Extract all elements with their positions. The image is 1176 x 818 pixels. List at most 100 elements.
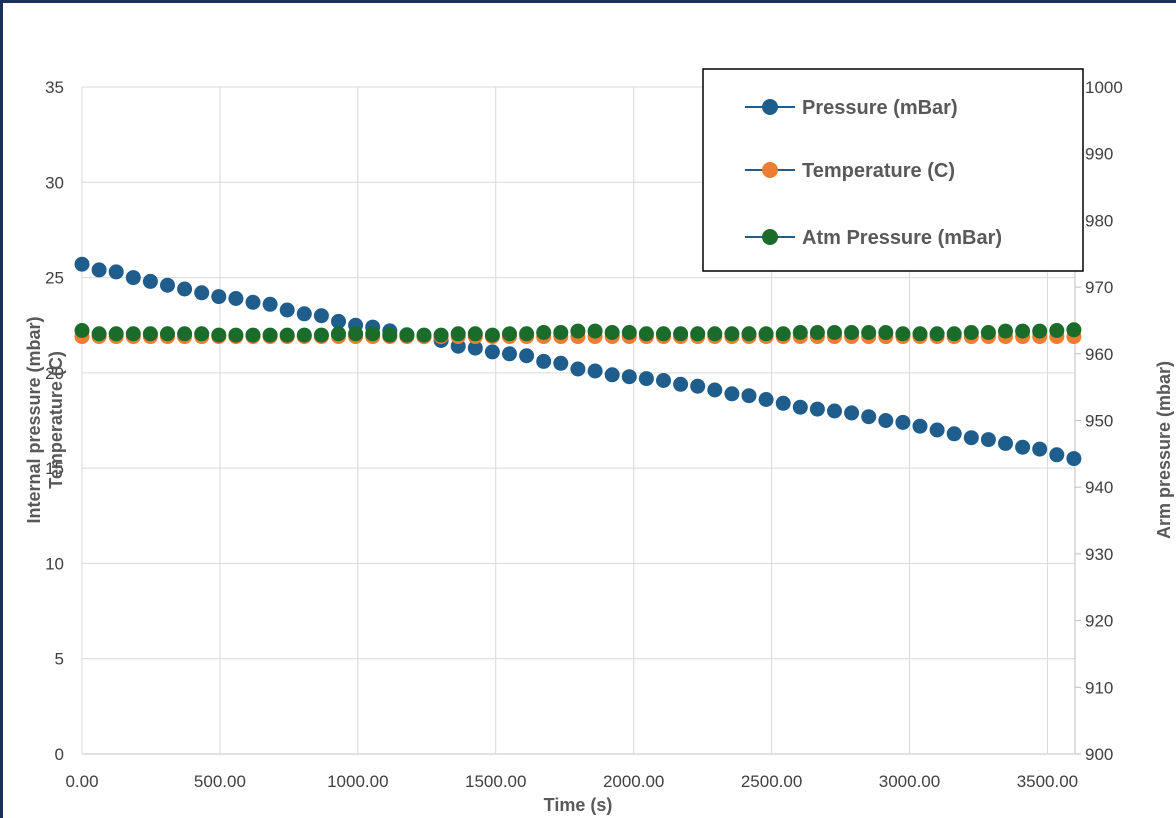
data-point [741,388,757,404]
y-left-tick-label: 10 [45,554,64,573]
data-point [912,326,928,342]
y-right-tick-label: 960 [1085,345,1113,364]
y-left-tick-label: 35 [45,78,64,97]
data-point [638,371,654,387]
data-point [484,344,500,360]
data-point [929,422,945,438]
legend: Pressure (mBar) Temperature (C) Atm Pres… [702,68,1084,272]
data-point [827,403,842,419]
data-point [279,327,295,343]
data-point [177,326,193,342]
data-point [331,313,346,329]
data-point [1066,451,1082,467]
data-point [792,399,808,415]
data-point [895,326,911,342]
legend-marker-temperature [762,162,778,178]
y-right-tick-label: 940 [1085,478,1113,497]
y-left-tick-label: 25 [45,269,64,288]
x-axis-title: Time (s) [544,795,613,815]
y-left-tick-labels: 0 5 10 15 20 25 30 35 [45,78,64,764]
y-right-axis-title: Arm pressure (mbar) [1154,361,1174,539]
data-point [125,326,141,342]
data-point [399,327,415,343]
data-point [775,326,791,342]
series-atm-pressure-mbar [74,322,1082,343]
data-point [963,430,979,446]
data-point [809,401,825,417]
data-point [1015,439,1031,455]
series-pressure-mbar [74,256,1082,467]
data-point [416,327,432,343]
data-point [228,291,244,306]
x-tick-label: 3000.00 [879,772,940,791]
legend-entry-atm-pressure: Atm Pressure (mBar) [745,227,1002,249]
data-point [1049,323,1065,338]
grid-lines [82,86,1075,754]
data-point [108,326,124,342]
data-point [450,326,466,342]
data-point [502,346,517,362]
data-point [656,373,671,388]
data-point [467,326,483,342]
data-point [211,327,227,343]
data-point [484,327,500,343]
data-point [707,382,723,398]
x-tick-label: 0.00 [65,772,98,791]
y-left-axis-title-2: Temperature (C) [46,351,66,489]
y-right-tick-label: 950 [1085,412,1113,431]
data-point [998,435,1013,451]
y-right-tick-label: 920 [1085,612,1113,631]
data-point [638,326,654,342]
data-point [382,327,398,343]
data-point [980,432,996,448]
y-left-tick-label: 15 [45,459,64,478]
data-point [1015,323,1031,339]
data-point [604,367,620,383]
data-point [331,326,346,342]
data-point [929,326,945,342]
x-tick-label: 2000.00 [603,772,664,791]
data-point [690,378,706,394]
data-point [673,326,689,342]
data-point [946,426,962,442]
data-point [91,326,107,342]
data-point [946,326,962,342]
data-point [536,325,552,340]
data-point [673,376,689,392]
data-point [1066,322,1082,338]
data-point [194,285,210,301]
data-point [365,326,381,342]
data-point [519,326,535,342]
x-tick-label: 3500.00 [1017,772,1078,791]
data-point [741,326,757,342]
data-point [895,414,911,430]
data-point [963,325,979,340]
data-point [313,308,329,324]
y-right-tick-labels: 900 910 920 930 940 950 960 970 980 990 1000 [1085,78,1123,764]
data-point [433,327,449,343]
data-point [758,392,774,407]
data-point [792,325,808,340]
legend-marker-pressure [762,99,778,115]
y-left-tick-label: 20 [45,364,64,383]
x-tick-label: 1000.00 [327,772,388,791]
data-point [108,264,124,280]
data-point [724,386,740,402]
data-point [809,325,825,340]
data-point [502,326,517,342]
data-point [724,326,740,342]
legend-label-temperature: Temperature (C) [802,160,955,182]
data-point [707,326,723,342]
data-point [621,369,637,385]
data-point [262,296,278,312]
data-point [553,325,569,340]
data-point [1032,323,1048,339]
x-tick-label: 1500.00 [465,772,526,791]
data-point [536,353,552,369]
series-layer [74,256,1082,467]
data-point [1049,447,1065,463]
data-point [861,325,877,340]
y-right-tick-label: 990 [1085,145,1113,164]
y-left-tick-label: 0 [55,745,64,764]
